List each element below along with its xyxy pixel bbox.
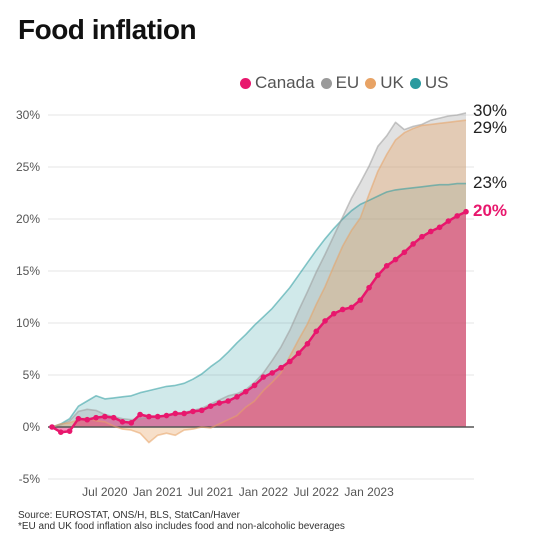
line-uk — [51, 119, 467, 444]
x-tick-label: Jul 2020 — [82, 485, 128, 499]
data-point — [242, 388, 249, 395]
x-axis-ticks: Jul 2020 Jan 2021 Jul 2021 Jan 2022 Jul 2022… — [82, 485, 394, 499]
data-point — [172, 410, 179, 417]
data-point — [278, 364, 284, 371]
series-areas — [52, 112, 466, 443]
data-point — [154, 413, 161, 420]
data-point — [454, 213, 460, 219]
data-point — [137, 411, 143, 418]
data-point — [313, 328, 320, 335]
footnote: *EU and UK food inflation also includes … — [18, 521, 345, 532]
data-point — [295, 350, 302, 356]
legend-label-eu: EU — [335, 73, 360, 92]
data-point — [269, 370, 276, 376]
data-point — [84, 416, 91, 423]
x-tick-label: Jan 2022 — [239, 485, 289, 499]
data-point — [383, 263, 390, 269]
end-label-uk: 29% — [473, 118, 507, 137]
data-point — [331, 310, 337, 317]
legend-item-us: US — [409, 73, 449, 93]
data-point — [163, 412, 170, 419]
data-point — [207, 403, 214, 410]
legend-swatch-uk — [365, 77, 377, 89]
area-canada — [52, 211, 466, 433]
y-tick-label: 15% — [16, 264, 40, 278]
data-point — [75, 415, 82, 422]
y-tick-label: 10% — [16, 316, 40, 330]
data-point — [198, 407, 205, 414]
end-label-us: 23% — [473, 173, 507, 192]
x-tick-label: Jul 2021 — [188, 485, 234, 499]
data-point — [287, 358, 293, 365]
data-point — [128, 420, 135, 426]
data-point — [392, 256, 399, 263]
data-point — [375, 272, 381, 278]
legend-item-eu: EU — [320, 73, 360, 93]
data-point — [216, 400, 223, 406]
y-tick-label: 25% — [16, 160, 40, 174]
data-point — [348, 304, 355, 311]
y-axis-ticks: 30% 25% 20% 15% 10% 5% 0% -5% — [16, 108, 40, 486]
data-point — [410, 241, 416, 247]
y-tick-label: 30% — [16, 108, 40, 122]
y-tick-label: 20% — [16, 212, 40, 226]
data-point — [110, 414, 117, 421]
data-point — [445, 218, 452, 224]
data-point — [357, 297, 364, 303]
data-point — [401, 249, 408, 256]
area-us — [52, 183, 466, 427]
legend-label-canada: Canada — [255, 73, 315, 92]
legend-label-uk: UK — [380, 73, 404, 92]
data-point — [304, 341, 311, 347]
y-tick-label: 5% — [23, 368, 41, 382]
data-point — [93, 414, 99, 421]
data-point — [119, 419, 126, 425]
line-eu — [51, 112, 467, 428]
line-us — [51, 182, 466, 428]
data-point — [260, 374, 267, 380]
area-eu — [52, 112, 466, 428]
legend-swatch-eu — [320, 77, 332, 89]
end-label-eu: 30% — [473, 101, 507, 120]
legend-label-us: US — [424, 73, 449, 92]
x-tick-label: Jul 2022 — [294, 485, 340, 499]
canada-markers — [49, 208, 469, 436]
data-point — [225, 398, 231, 404]
area-uk — [52, 120, 466, 443]
data-point — [181, 410, 187, 417]
legend-swatch-canada — [240, 77, 251, 89]
data-point — [463, 208, 469, 215]
end-labels: 20% 30%29% 23% — [473, 101, 507, 220]
x-tick-label: Jan 2021 — [133, 485, 183, 499]
source-note: Source: EUROSTAT, ONS/H, BLS, StatCan/Ha… — [18, 510, 240, 521]
legend: Canada EU UK US — [240, 73, 454, 93]
data-point — [436, 224, 443, 231]
y-tick-label: -5% — [19, 472, 41, 486]
data-point — [102, 413, 108, 420]
data-point — [58, 429, 64, 436]
data-point — [146, 413, 152, 420]
data-point — [322, 318, 328, 324]
data-point — [66, 428, 73, 434]
legend-item-uk: UK — [365, 73, 404, 93]
y-tick-label: 0% — [23, 420, 41, 434]
data-point — [427, 228, 434, 235]
chart-title: Food inflation — [18, 14, 197, 45]
data-point — [234, 394, 240, 400]
legend-swatch-us — [409, 77, 421, 89]
end-label-canada: 20% — [473, 201, 507, 220]
legend-item-canada: Canada — [240, 73, 315, 93]
data-point — [339, 306, 346, 313]
data-point — [251, 382, 258, 389]
data-point — [49, 424, 55, 430]
x-tick-label: Jan 2023 — [344, 485, 394, 499]
series-lines — [51, 112, 467, 444]
data-point — [366, 284, 372, 291]
data-point — [419, 233, 425, 240]
data-point — [190, 408, 196, 415]
